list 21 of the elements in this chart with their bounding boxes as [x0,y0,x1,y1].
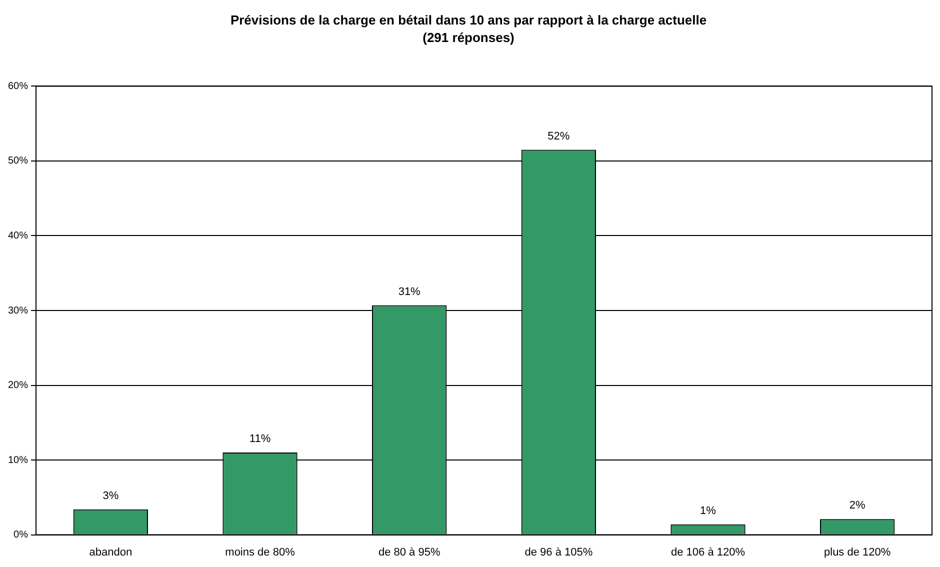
x-tick-label: de 80 à 95% [378,546,440,558]
x-tick-label: de 106 à 120% [670,546,746,558]
x-tick-label: abandon [89,546,132,558]
data-label: 52% [548,130,570,142]
data-label: 11% [249,433,271,446]
x-tick-label: moins de 80% [225,546,296,558]
data-label: 2% [849,500,866,512]
data-label: 31% [398,286,421,298]
y-tick-label: 50% [8,156,28,167]
y-tick-label: 30% [8,305,28,316]
y-tick-label: 40% [8,230,28,242]
chart-title: Prévisions de la charge en bétail dans 10 ans par rapport à la charge actuelle [230,12,707,28]
x-tick-label: de 96 à 105% [524,546,593,558]
y-tick-label: 10% [8,454,28,466]
data-label: 1% [700,504,716,517]
x-tick-label: plus de 120% [824,546,891,558]
y-tick-label: 0% [14,530,28,541]
data-label: 3% [102,490,119,502]
y-tick-label: 20% [8,380,28,392]
y-tick-label: 60% [8,80,28,92]
chart-subtitle: (291 réponses) [422,30,514,45]
